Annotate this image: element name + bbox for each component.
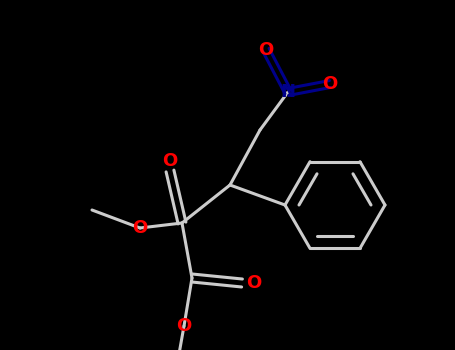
Text: O: O <box>258 41 273 59</box>
Text: O: O <box>246 274 262 292</box>
Text: O: O <box>177 317 192 335</box>
Text: O: O <box>323 75 338 93</box>
Text: O: O <box>162 152 177 170</box>
Text: N: N <box>280 83 295 101</box>
Text: O: O <box>132 219 147 237</box>
